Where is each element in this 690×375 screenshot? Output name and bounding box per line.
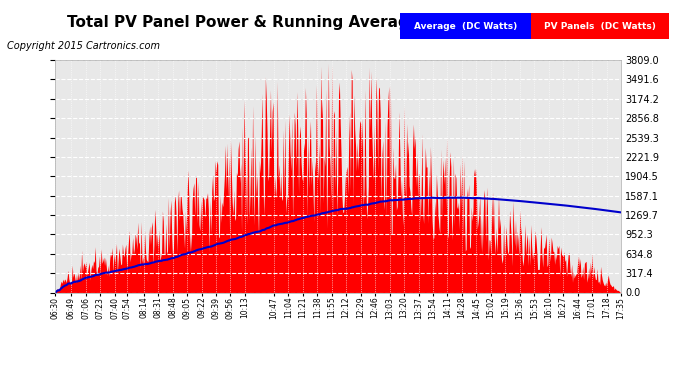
- Text: Copyright 2015 Cartronics.com: Copyright 2015 Cartronics.com: [7, 41, 160, 51]
- Text: Average  (DC Watts): Average (DC Watts): [414, 22, 518, 31]
- Text: Total PV Panel Power & Running Average Power Sun Mar 1 17:46: Total PV Panel Power & Running Average P…: [66, 15, 624, 30]
- Text: PV Panels  (DC Watts): PV Panels (DC Watts): [544, 22, 656, 31]
